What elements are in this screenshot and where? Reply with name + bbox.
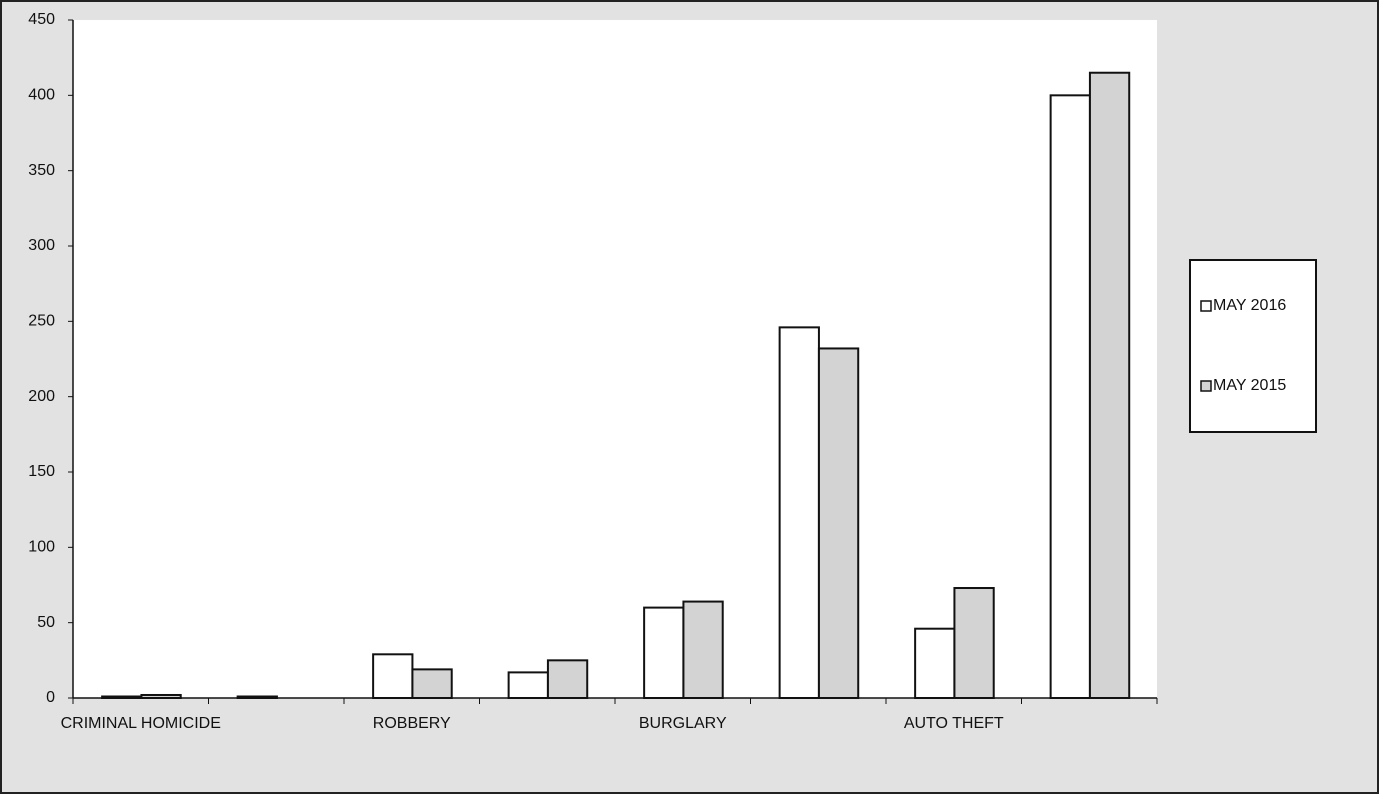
- bar: [101, 695, 143, 700]
- legend-swatch: [1200, 380, 1212, 392]
- bar: [507, 671, 549, 699]
- bar: [1088, 71, 1131, 699]
- y-tick-label: 150: [28, 463, 55, 480]
- bar: [953, 587, 995, 699]
- legend-swatch: [1200, 300, 1212, 312]
- y-tick-label: 100: [28, 539, 55, 556]
- y-tick-label: 250: [28, 313, 55, 330]
- bar: [546, 659, 589, 699]
- y-tick-label: 450: [28, 11, 55, 28]
- y-tick-label: 50: [37, 614, 55, 631]
- bar: [778, 326, 820, 699]
- bar: [643, 606, 685, 699]
- bar: [682, 600, 724, 699]
- x-tick-label: ROBBERY: [373, 715, 451, 732]
- legend-label: MAY 2015: [1213, 377, 1286, 394]
- legend: [1189, 259, 1317, 433]
- plot-area: [73, 20, 1157, 698]
- bar: [372, 653, 414, 699]
- y-tick-label: 0: [46, 689, 55, 706]
- bar: [411, 668, 453, 700]
- y-tick-label: 200: [28, 388, 55, 405]
- bar: [236, 695, 278, 700]
- y-tick-label: 300: [28, 237, 55, 254]
- y-tick-label: 350: [28, 162, 55, 179]
- legend-label: MAY 2016: [1213, 297, 1286, 314]
- bar: [817, 347, 860, 699]
- bar: [140, 693, 182, 700]
- x-tick-label: AUTO THEFT: [904, 715, 1004, 732]
- bar: [914, 627, 956, 700]
- y-tick-label: 400: [28, 87, 55, 104]
- x-tick-label: BURGLARY: [639, 715, 727, 732]
- bar: [1049, 94, 1091, 700]
- x-tick-label: CRIMINAL HOMICIDE: [61, 715, 221, 732]
